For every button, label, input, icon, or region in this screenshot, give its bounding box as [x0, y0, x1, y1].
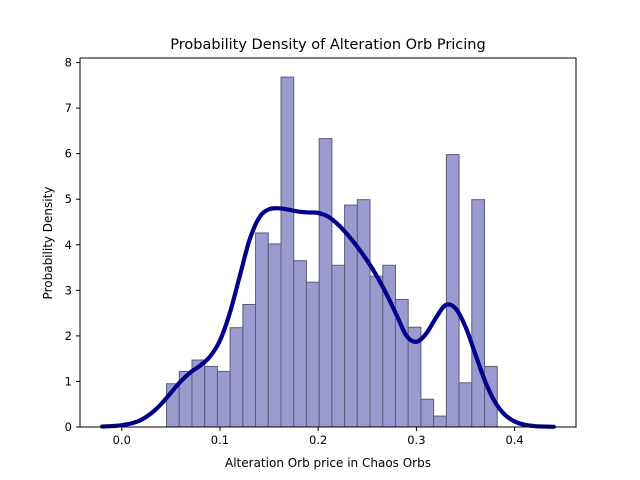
histogram-bar — [356, 199, 371, 428]
histogram-bar — [331, 264, 346, 428]
histogram-bar — [229, 327, 244, 428]
y-tick-label: 0 — [65, 420, 72, 434]
x-tick-label: 0.0 — [113, 433, 131, 447]
histogram-bars — [166, 76, 498, 428]
histogram-bar — [255, 232, 269, 428]
histogram-bar — [369, 275, 384, 428]
y-axis-ticks: 0 1 2 3 4 5 6 7 8 — [65, 56, 80, 434]
histogram-bar — [204, 365, 218, 428]
y-tick-label: 8 — [65, 56, 72, 70]
histogram-bar — [280, 76, 295, 428]
x-tick-label: 0.4 — [505, 433, 523, 447]
chart-title: Probability Density of Alteration Orb Pr… — [170, 37, 485, 53]
histogram-bar — [471, 199, 486, 428]
histogram-bar — [445, 154, 460, 428]
kde-curve — [99, 206, 557, 429]
histogram-bar — [242, 303, 257, 428]
y-tick-label: 1 — [65, 374, 72, 388]
plot-frame — [79, 57, 577, 428]
histogram-bar — [458, 382, 473, 428]
y-tick-label: 5 — [65, 192, 72, 206]
x-axis-label: Alteration Orb price in Chaos Orbs — [225, 456, 431, 470]
y-tick-label: 3 — [65, 283, 72, 297]
y-tick-label: 7 — [65, 101, 72, 115]
histogram-bar — [293, 260, 307, 428]
histogram-bar — [420, 398, 435, 428]
x-tick-label: 0.2 — [309, 433, 327, 447]
histogram-bar — [318, 138, 333, 428]
x-tick-label: 0.3 — [407, 433, 425, 447]
y-tick-label: 6 — [65, 147, 72, 161]
y-tick-label: 2 — [65, 329, 72, 343]
y-axis-label: Probability Density — [41, 187, 55, 300]
histogram-bar — [267, 243, 282, 428]
histogram-bar — [433, 415, 447, 428]
x-axis-ticks: 0.0 0.1 0.2 0.3 0.4 — [113, 427, 524, 447]
y-tick-label: 4 — [65, 238, 72, 252]
x-tick-label: 0.1 — [211, 433, 229, 447]
histogram-bar — [216, 370, 231, 428]
histogram-bar — [305, 281, 320, 428]
